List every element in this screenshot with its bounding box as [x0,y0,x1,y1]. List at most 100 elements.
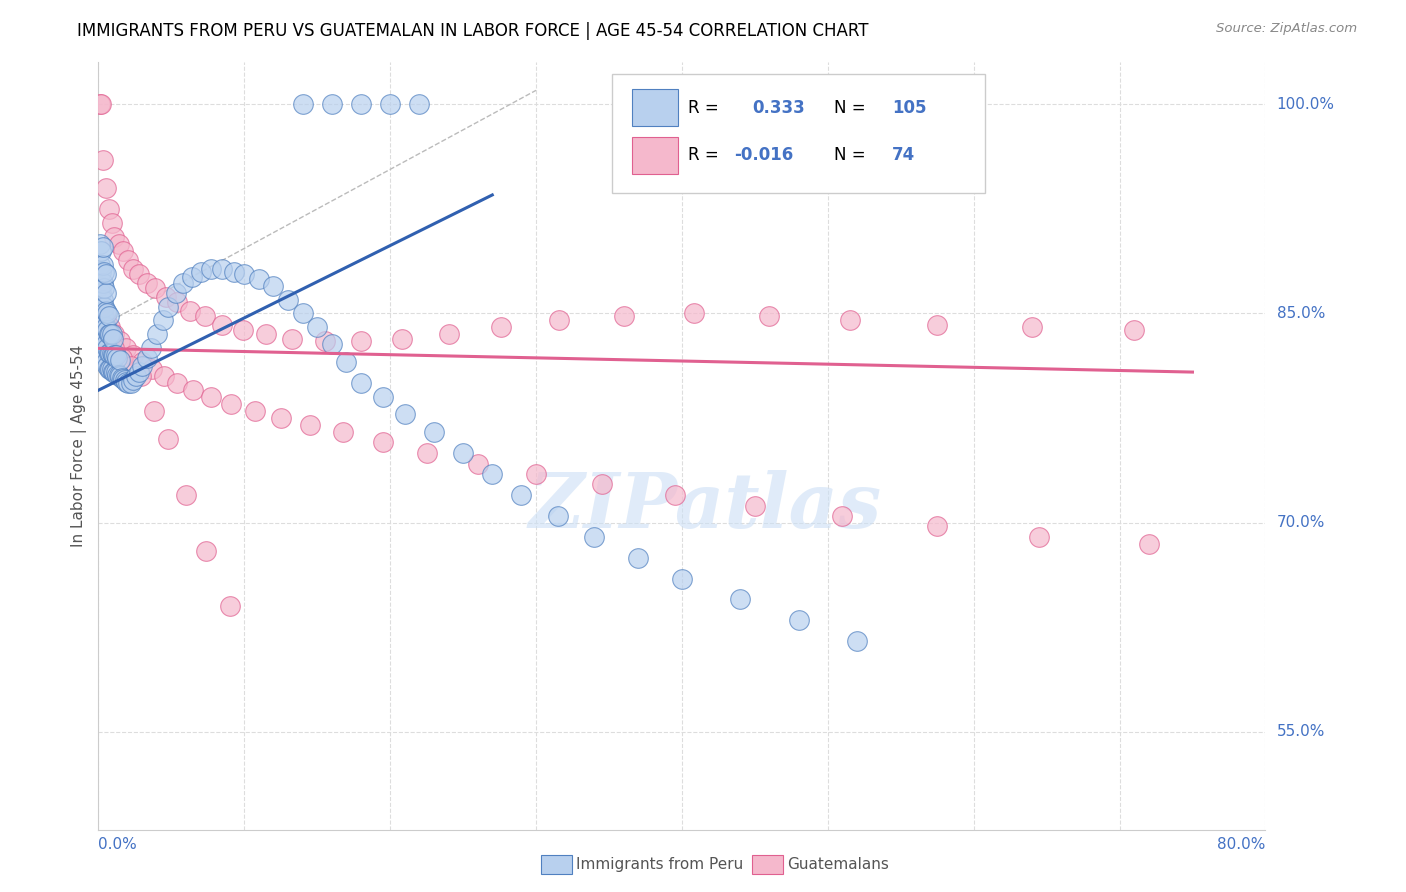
Point [108,368,131,382]
Point [181,383,204,397]
Point [510,488,533,502]
Point [91,276,114,290]
Point [111,370,134,384]
Text: N =: N = [834,146,865,164]
Point [547,508,569,523]
Text: 70.0%: 70.0% [1277,516,1324,530]
Point [314,334,336,349]
Point [371,390,394,404]
Point [93,334,115,349]
Point [96,323,118,337]
Point [758,310,780,324]
Point [101,365,124,379]
Point [415,446,437,460]
Point [98,327,121,342]
Point [831,508,853,523]
Point [350,376,373,391]
Point [97,334,120,349]
Point [90,265,112,279]
Point [103,365,125,379]
Point [100,362,122,376]
Point [627,550,650,565]
Point [179,303,201,318]
Point [254,327,277,342]
Point [682,306,704,320]
Text: 100.0%: 100.0% [1277,97,1334,112]
Point [91,306,114,320]
Point [664,488,686,502]
Point [321,337,343,351]
Point [394,407,416,421]
Point [93,351,115,365]
Point [200,390,222,404]
Point [97,345,120,359]
Point [437,327,460,342]
Point [110,352,132,367]
Text: 80.0%: 80.0% [1218,837,1265,852]
Point [128,365,150,379]
Point [90,285,112,300]
Point [90,348,112,362]
Text: 74: 74 [891,146,915,164]
Point [90,306,112,320]
Point [612,310,634,324]
Point [105,368,128,382]
Point [135,351,157,365]
Point [97,362,120,376]
Point [157,432,180,446]
Point [200,261,222,276]
Point [91,348,114,362]
Point [153,369,176,384]
Point [93,300,115,314]
Point [117,253,139,268]
Point [103,229,125,244]
Point [233,268,256,282]
Point [335,355,357,369]
Point [165,285,187,300]
Point [298,418,321,433]
Point [281,332,304,346]
Point [838,313,860,327]
Point [93,265,115,279]
Point [152,313,174,327]
Point [846,634,869,648]
Point [307,320,329,334]
Point [101,332,124,346]
Point [291,306,314,320]
Text: IMMIGRANTS FROM PERU VS GUATEMALAN IN LABOR FORCE | AGE 45-54 CORRELATION CHART: IMMIGRANTS FROM PERU VS GUATEMALAN IN LA… [77,22,869,40]
Point [91,310,114,324]
Point [89,258,111,272]
Point [787,613,810,627]
Point [115,342,138,356]
Point [97,327,120,342]
Point [583,530,606,544]
Point [391,332,413,346]
Text: Immigrants from Peru: Immigrants from Peru [576,857,744,871]
Point [180,270,202,285]
Point [927,518,949,533]
Point [103,327,125,342]
Point [112,372,135,386]
Point [94,285,117,300]
Point [489,320,512,334]
Point [243,404,266,418]
Point [194,310,217,324]
Text: 55.0%: 55.0% [1277,724,1324,739]
Point [98,345,121,359]
Point [222,265,245,279]
Point [108,236,131,251]
Point [90,327,112,342]
Point [97,310,120,324]
Point [671,572,693,586]
Point [101,348,124,362]
Point [114,374,136,388]
Bar [631,89,679,126]
Point [190,265,212,279]
Text: 0.0%: 0.0% [98,837,138,852]
Point [117,376,139,391]
Point [744,499,766,513]
Point [291,97,314,112]
Point [90,97,112,112]
Point [89,97,111,112]
Point [408,97,430,112]
